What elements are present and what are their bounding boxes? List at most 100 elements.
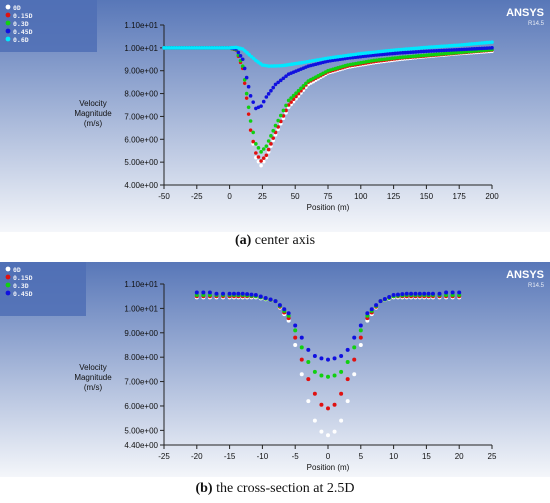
data-point <box>169 46 174 50</box>
data-point <box>272 64 277 68</box>
data-point <box>251 100 256 104</box>
data-point <box>263 296 268 301</box>
data-point <box>277 63 282 68</box>
data-point <box>251 130 256 135</box>
data-point <box>271 85 276 90</box>
data-point <box>238 54 243 58</box>
data-point <box>256 146 261 150</box>
data-point <box>275 64 279 68</box>
data-point <box>421 49 426 54</box>
data-point <box>400 50 405 55</box>
data-point <box>266 139 271 143</box>
center-axis-chart: 4.00e+00 5.00e+00 6.00e+00 7.00e+00 8.00e+00… <box>0 0 550 232</box>
data-point <box>242 81 247 86</box>
x-tick-label: 0 <box>227 192 232 201</box>
data-point <box>398 51 402 55</box>
x-tick-label: 25 <box>488 452 497 461</box>
y-axis-title-line: (m/s) <box>84 383 103 392</box>
ansys-logo: ANSYS <box>506 269 544 281</box>
data-point <box>377 52 381 57</box>
data-point <box>430 291 435 296</box>
data-point <box>266 147 271 152</box>
data-point <box>210 46 214 50</box>
data-point <box>395 55 400 60</box>
data-point <box>240 291 245 296</box>
series-0-45D <box>194 290 462 362</box>
data-point <box>374 58 379 62</box>
data-point <box>299 372 304 377</box>
data-point <box>264 95 269 99</box>
data-point <box>254 142 258 146</box>
data-point <box>187 46 192 50</box>
data-point <box>356 55 360 59</box>
data-point <box>319 429 324 434</box>
data-point <box>345 399 350 404</box>
data-point <box>264 153 269 158</box>
data-point <box>182 46 186 50</box>
data-point <box>231 291 236 296</box>
caption-text: the cross-section at 2.5D <box>212 481 355 496</box>
data-point <box>201 290 206 295</box>
data-point <box>281 76 286 81</box>
data-point <box>259 150 263 154</box>
data-point <box>426 291 431 296</box>
ansys-logo: ANSYS <box>506 7 544 19</box>
data-point <box>419 53 423 58</box>
x-tick-label: -50 <box>158 192 170 201</box>
data-point <box>242 66 247 71</box>
caption-label: (a) <box>234 233 252 248</box>
legend-marker <box>5 4 11 10</box>
data-point <box>312 353 317 358</box>
x-tick-label: 125 <box>387 192 401 201</box>
x-tick-label: 150 <box>420 192 434 201</box>
data-point <box>236 291 241 296</box>
data-point <box>269 142 273 146</box>
caption-text: center axis <box>251 233 316 248</box>
data-point <box>284 74 288 78</box>
data-point <box>306 347 311 352</box>
data-point <box>382 57 387 62</box>
data-point <box>286 311 291 316</box>
data-point <box>326 357 330 362</box>
y-tick-label: 1.00e+01 <box>124 44 158 53</box>
data-point <box>345 360 350 365</box>
legend-label: 0.3D <box>13 282 29 290</box>
data-point <box>403 55 408 59</box>
data-point <box>404 291 409 296</box>
data-point <box>403 50 408 55</box>
data-point <box>374 53 379 57</box>
data-point <box>197 46 202 50</box>
data-point <box>162 46 166 50</box>
legend-marker <box>5 12 11 18</box>
data-point <box>408 50 413 55</box>
y-axis-title-line: Magnitude <box>74 373 112 382</box>
x-tick-label: 50 <box>291 192 300 201</box>
data-point <box>172 46 176 50</box>
data-point <box>278 113 283 118</box>
y-tick-label: 5.00e+00 <box>124 158 158 167</box>
data-point <box>304 81 308 86</box>
series-0-6D <box>162 40 494 68</box>
data-point <box>358 342 363 347</box>
data-point <box>248 94 253 98</box>
y-axis-title-line: Velocity <box>79 363 107 372</box>
data-point <box>254 151 258 155</box>
x-tick-label: 200 <box>485 192 499 201</box>
data-point <box>400 292 405 297</box>
caption-cross-section: (b) the cross-section at 2.5D <box>0 481 550 497</box>
x-tick-label: 175 <box>453 192 467 201</box>
data-point <box>369 307 374 312</box>
legend-box <box>0 262 86 316</box>
data-point <box>326 433 330 438</box>
data-point <box>409 291 414 296</box>
data-point <box>416 54 421 58</box>
data-point <box>345 347 350 352</box>
data-point <box>364 54 368 58</box>
data-point <box>286 98 291 103</box>
x-axis-title: Position (m) <box>307 203 350 212</box>
y-axis-title-line: (m/s) <box>84 119 103 128</box>
data-point <box>382 297 387 302</box>
data-point <box>348 56 353 60</box>
y-tick-label: 1.10e+01 <box>124 280 158 289</box>
data-point <box>259 163 263 168</box>
